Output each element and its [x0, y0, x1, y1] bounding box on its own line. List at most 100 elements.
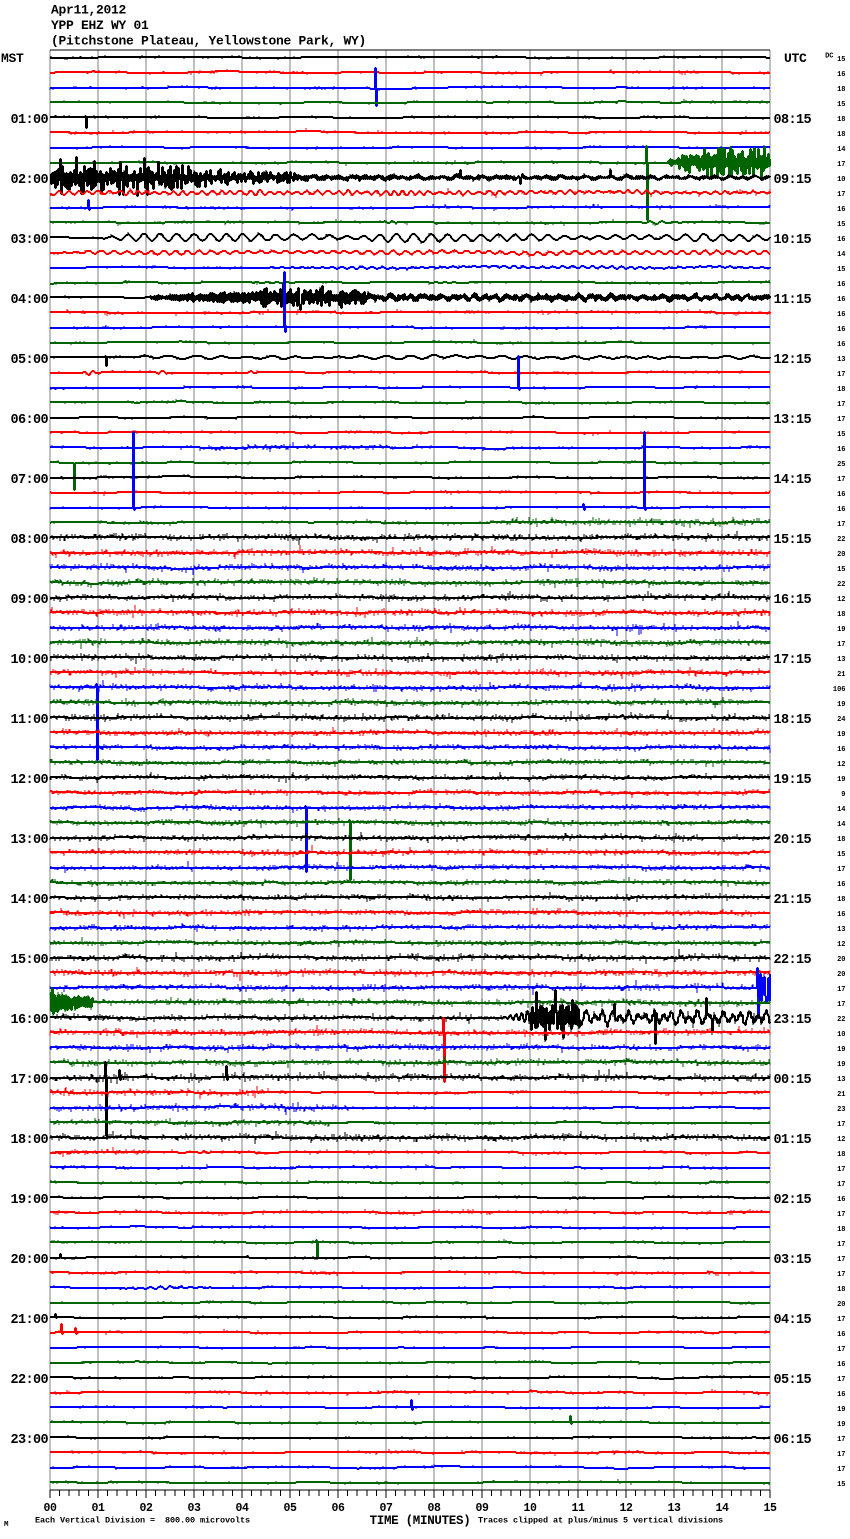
svg-text:20: 20: [837, 551, 845, 559]
svg-text:03: 03: [187, 1502, 201, 1515]
svg-text:18:00: 18:00: [10, 1133, 48, 1148]
svg-text:18: 18: [837, 86, 845, 94]
svg-text:23: 23: [837, 1106, 845, 1114]
svg-text:21:15: 21:15: [774, 893, 812, 908]
svg-text:16: 16: [837, 446, 845, 454]
svg-text:11:15: 11:15: [774, 293, 812, 308]
svg-text:08: 08: [427, 1502, 441, 1515]
svg-text:19: 19: [837, 731, 845, 739]
svg-text:18: 18: [837, 1286, 845, 1294]
svg-text:18: 18: [837, 836, 845, 844]
svg-text:16: 16: [837, 281, 845, 289]
svg-text:05:15: 05:15: [774, 1373, 812, 1388]
svg-text:14: 14: [837, 821, 845, 829]
svg-text:(Pitchstone Plateau, Yellowsto: (Pitchstone Plateau, Yellowstone Park, W…: [51, 34, 366, 49]
svg-text:MST: MST: [1, 51, 24, 66]
svg-text:16: 16: [837, 1391, 845, 1399]
svg-text:Apr11,2012: Apr11,2012: [51, 3, 127, 18]
svg-text:09: 09: [475, 1502, 489, 1515]
svg-text:04:00: 04:00: [10, 293, 48, 308]
svg-text:10:15: 10:15: [774, 233, 812, 248]
svg-text:13: 13: [837, 656, 845, 664]
svg-text:05: 05: [283, 1502, 297, 1515]
svg-text:16:00: 16:00: [10, 1013, 48, 1028]
svg-text:17: 17: [837, 191, 845, 199]
svg-text:12: 12: [837, 941, 845, 949]
svg-text:18: 18: [837, 386, 845, 394]
svg-text:18: 18: [837, 131, 845, 139]
svg-text:16: 16: [837, 746, 845, 754]
svg-text:08:15: 08:15: [774, 113, 812, 128]
svg-text:01:15: 01:15: [774, 1133, 812, 1148]
svg-text:16: 16: [837, 1361, 845, 1369]
svg-text:17: 17: [837, 371, 845, 379]
svg-text:11: 11: [571, 1502, 585, 1515]
svg-text:19: 19: [837, 1406, 845, 1414]
svg-text:20:00: 20:00: [10, 1253, 48, 1268]
svg-text:15: 15: [837, 221, 845, 229]
svg-text:17:00: 17:00: [10, 1073, 48, 1088]
svg-text:12:15: 12:15: [774, 353, 812, 368]
svg-text:10: 10: [523, 1502, 537, 1515]
svg-text:03:00: 03:00: [10, 233, 48, 248]
svg-text:18: 18: [837, 611, 845, 619]
svg-text:16:15: 16:15: [774, 593, 812, 608]
svg-text:19: 19: [837, 1046, 845, 1054]
svg-text:13: 13: [837, 926, 845, 934]
svg-text:9: 9: [841, 791, 845, 799]
svg-text:07:00: 07:00: [10, 473, 48, 488]
svg-text:21:00: 21:00: [10, 1313, 48, 1328]
svg-text:16: 16: [837, 326, 845, 334]
svg-text:13:00: 13:00: [10, 833, 48, 848]
svg-text:UTC: UTC: [784, 51, 807, 66]
svg-text:02:15: 02:15: [774, 1193, 812, 1208]
svg-text:22: 22: [837, 581, 845, 589]
svg-text:17: 17: [837, 1316, 845, 1324]
svg-text:21: 21: [837, 671, 845, 679]
svg-text:23:00: 23:00: [10, 1433, 48, 1448]
svg-text:15: 15: [837, 1481, 845, 1489]
svg-text:19: 19: [837, 776, 845, 784]
svg-text:17: 17: [837, 1256, 845, 1264]
svg-text:17: 17: [837, 1241, 845, 1249]
svg-text:17: 17: [837, 161, 845, 169]
svg-text:10: 10: [837, 1031, 845, 1039]
svg-text:DC: DC: [825, 53, 833, 61]
svg-text:06:15: 06:15: [774, 1433, 812, 1448]
svg-text:00:15: 00:15: [774, 1073, 812, 1088]
svg-text:08:00: 08:00: [10, 533, 48, 548]
svg-text:15: 15: [763, 1502, 777, 1515]
svg-text:17: 17: [837, 1436, 845, 1444]
svg-text:17: 17: [837, 476, 845, 484]
svg-text:04: 04: [235, 1502, 249, 1515]
svg-text:15:15: 15:15: [774, 533, 812, 548]
svg-text:14: 14: [837, 251, 845, 259]
svg-text:17: 17: [837, 641, 845, 649]
svg-text:16: 16: [837, 506, 845, 514]
svg-text:22: 22: [837, 536, 845, 544]
svg-text:17: 17: [837, 1376, 845, 1384]
svg-text:20:15: 20:15: [774, 833, 812, 848]
svg-text:01:00: 01:00: [10, 113, 48, 128]
svg-text:06:00: 06:00: [10, 413, 48, 428]
svg-text:17: 17: [837, 1001, 845, 1009]
svg-text:16: 16: [837, 1196, 845, 1204]
svg-text:16: 16: [837, 491, 845, 499]
svg-text:20: 20: [837, 956, 845, 964]
svg-text:17: 17: [837, 1211, 845, 1219]
svg-text:15: 15: [837, 56, 845, 64]
svg-text:14: 14: [837, 146, 845, 154]
svg-text:15: 15: [837, 431, 845, 439]
svg-text:17: 17: [837, 1121, 845, 1129]
svg-text:15: 15: [837, 566, 845, 574]
svg-text:18: 18: [837, 1151, 845, 1159]
svg-text:19: 19: [837, 701, 845, 709]
svg-text:12: 12: [837, 1136, 845, 1144]
svg-text:03:15: 03:15: [774, 1253, 812, 1268]
svg-text:17: 17: [837, 1451, 845, 1459]
svg-text:14: 14: [837, 806, 845, 814]
svg-text:17: 17: [837, 1181, 845, 1189]
svg-text:22:00: 22:00: [10, 1373, 48, 1388]
svg-text:19: 19: [837, 1061, 845, 1069]
svg-text:18: 18: [837, 1226, 845, 1234]
